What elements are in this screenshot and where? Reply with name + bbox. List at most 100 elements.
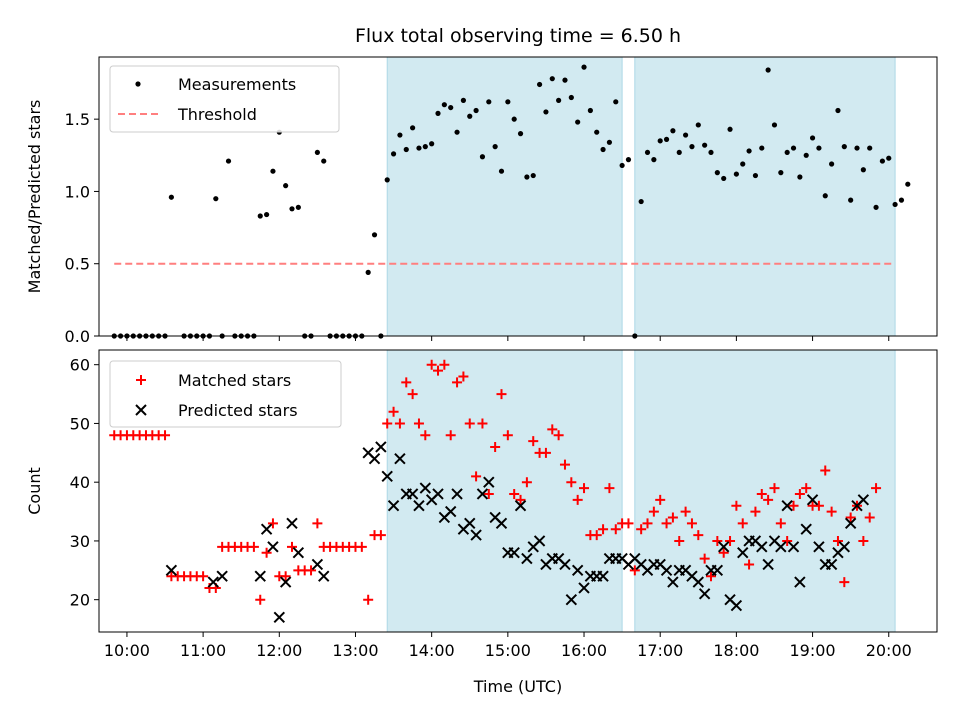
matched-star-point [477,418,488,429]
measurement-point [549,76,555,82]
legend-marker-matched [136,375,146,385]
matched-star-point [363,594,374,605]
x-tick-label: 19:00 [790,641,836,660]
measurement-point [771,122,778,128]
matched-star-point [496,389,507,400]
measurement-point [562,77,568,83]
y-tick-label: 0.0 [65,327,90,346]
matched-star-point [464,418,475,429]
predicted-star-point [692,576,705,588]
x-tick-label: 11:00 [180,641,226,660]
y-tick-label: 0.5 [65,255,90,274]
predicted-star-point [476,488,489,500]
measurement-point [803,152,809,158]
predicted-star-point [838,541,851,553]
matched-star-point [382,418,393,429]
measurement-point [740,161,746,167]
bottom-legend: Matched stars Predicted stars [109,360,342,428]
x-tick-label: 14:00 [409,641,455,660]
matched-star-point [667,512,678,523]
predicted-star-point [737,546,749,559]
measurement-point [556,97,562,103]
bottom-panel: 10:00 11:00 12:00 13:00 14:00 15:00 16:00 17:00… [25,349,938,696]
matched-star-point [610,524,621,535]
measurement-point [257,213,263,219]
top-x-ticks [126,336,890,341]
matched-star-point [839,577,850,588]
predicted-star-point [165,564,178,577]
measurement-point [657,138,663,144]
legend-label-matched: Matched stars [178,371,291,390]
measurement-point [867,145,873,151]
measurement-point [854,145,860,151]
measurement-point [536,81,543,88]
measurement-point [213,196,219,202]
predicted-star-point [660,564,673,577]
measurement-point [270,168,276,174]
matched-star-point [306,565,317,576]
measurement-point [390,151,397,157]
matched-star-point [642,518,653,529]
matched-star-point [413,418,424,429]
measurement-point [473,107,479,114]
measurement-point [168,194,174,200]
x-tick-label: 13:00 [332,641,378,660]
x-tick-label: 20:00 [866,641,912,660]
measurement-point [759,145,765,151]
predicted-star-point [216,570,228,582]
matched-star-point [445,430,456,441]
predicted-star-point [444,505,457,518]
matched-star-point [845,512,856,523]
matched-star-point [420,430,431,441]
measurement-point [543,109,549,115]
predicted-star-point [597,570,609,582]
matched-star-point [705,571,716,582]
bottom-y-axis-label: Count [25,467,44,515]
predicted-star-point [311,558,324,571]
bottom-y-ticks: 20 30 40 50 60 [70,356,99,610]
matched-star-point [756,488,767,499]
matched-star-point [813,500,824,511]
matched-star-point [401,377,412,388]
predicted-star-point [432,488,444,500]
measurement-point [708,149,714,156]
measurement-point [619,162,625,169]
predicted-star-point [273,611,286,624]
predicted-star-point [559,558,571,571]
legend-box [109,360,342,428]
matched-star-point [458,371,469,382]
measurement-point [841,144,847,150]
measurement-point [702,142,708,148]
y-tick-label: 1.5 [65,110,90,129]
measurement-point [486,99,492,105]
matched-star-point [693,530,704,541]
predicted-star-point [394,452,406,465]
measurement-point [651,157,657,163]
matched-star-point [540,447,551,458]
measurement-point [467,113,473,119]
matched-star-point [712,535,723,546]
predicted-star-point [279,576,292,588]
matched-star-point [356,541,367,552]
matched-stars-points [109,359,882,605]
matched-star-point [680,506,691,517]
measurement-point [511,116,517,122]
measurement-point [517,131,524,137]
measurement-point [727,126,733,132]
top-legend: Measurements Threshold [109,65,340,133]
matched-star-point [515,494,526,505]
predicted-star-point [254,570,266,582]
matched-star-point [794,488,805,499]
measurement-point [416,145,422,151]
predicted-star-point [730,599,743,612]
matched-star-point [280,571,291,582]
matched-star-point [598,524,609,535]
measurement-point [829,161,835,167]
measurement-point [644,149,651,156]
chart-title: Flux total observing time = 6.50 h [355,25,681,47]
predicted-star-point [419,482,432,494]
predicted-star-point [368,452,381,465]
matched-star-point [858,535,869,546]
predicted-star-point [387,499,400,512]
